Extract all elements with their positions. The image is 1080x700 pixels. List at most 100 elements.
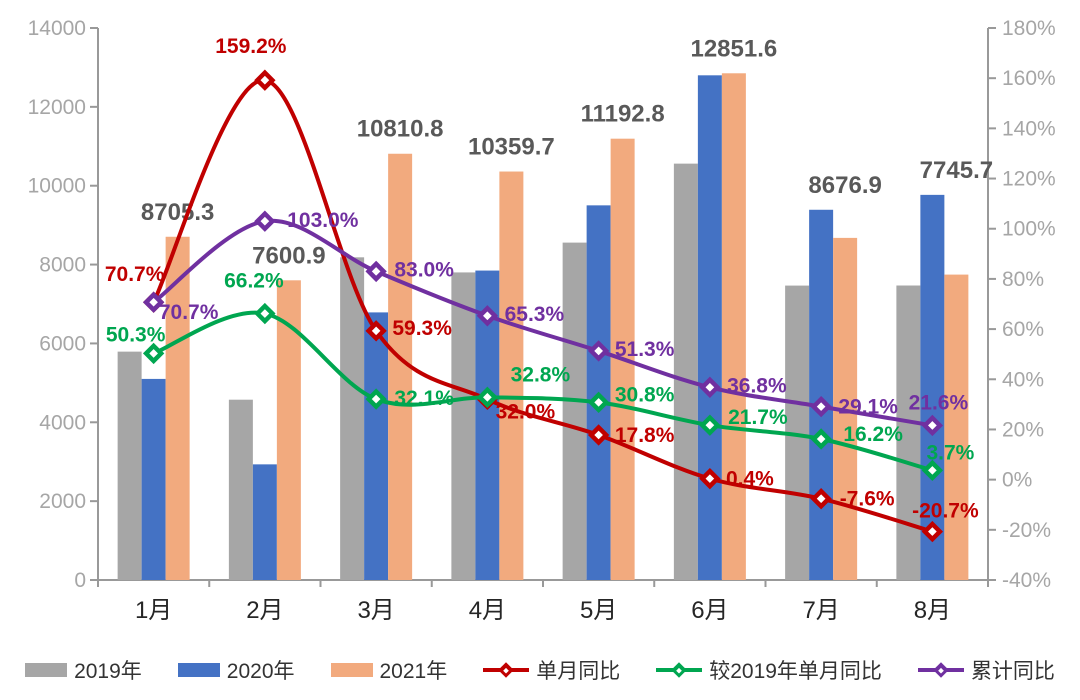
marker-vs-2019-monthly-yoy-m5 [699,414,721,436]
diamond-marker-icon [671,662,687,678]
marker-cumulative-yoy-m4 [587,340,610,362]
marker-vs-2019-monthly-yoy-m4 [587,391,610,414]
legend-line-swatch-monthly-yoy [483,662,530,678]
marker-cumulative-yoy-m7 [921,414,944,437]
left-axis-tick-label: 12000 [28,96,86,119]
bar-s1-m2 [364,312,389,580]
bar-value-label-m1: 7600.9 [252,242,325,269]
label-cumulative-yoy-m0: 70.7% [159,301,219,324]
marker-monthly-yoy-m2 [365,320,387,342]
marker-vs-2019-monthly-yoy-m0 [142,342,165,365]
marker-monthly-yoy-m4 [587,424,610,446]
right-axis-tick-label: 40% [1002,368,1044,391]
x-axis-month-label: 1月 [135,597,172,624]
legend-item-vs-2019-monthly-yoy: 较2019年单月同比 [656,655,882,685]
marker-vs-2019-monthly-yoy-m3 [476,386,499,409]
bar-s0-m5 [673,163,698,581]
diamond-marker-icon [498,662,514,678]
label-vs-2019-monthly-yoy-m2: 32.1% [394,387,454,410]
marker-vs-2019-monthly-yoy-m2 [365,388,387,410]
legend-item-2020: 2020年 [177,655,295,685]
label-monthly-yoy-m0: 70.7% [105,263,165,286]
marker-vs-2019-monthly-yoy-m1 [254,302,276,325]
left-axis-tick-label: 14000 [28,17,86,40]
diamond-marker-icon [933,662,949,678]
legend-label-2021: 2021年 [379,660,448,683]
label-cumulative-yoy-m6: 29.1% [838,396,898,419]
left-axis-tick-label: 8000 [39,254,86,277]
left-axis-tick-label: 0 [74,569,86,592]
label-monthly-yoy-m6: -7.6% [840,488,895,511]
bar-s2-m3 [499,171,524,580]
label-cumulative-yoy-m4: 51.3% [615,338,675,361]
marker-cumulative-yoy-m5 [699,376,721,398]
right-axis-tick-label: 180% [1002,17,1056,40]
label-vs-2019-monthly-yoy-m0: 50.3% [106,323,166,346]
bar-s0-m7 [896,285,921,580]
legend-label-2020: 2020年 [226,660,295,683]
legend-item-2019: 2019年 [25,655,142,685]
label-monthly-yoy-m4: 17.8% [615,424,675,447]
right-axis-tick-label: 20% [1002,418,1044,441]
bar-value-label-m4: 11192.8 [581,101,665,128]
right-axis-tick-label: -40% [1002,569,1051,592]
legend-label-2019: 2019年 [74,660,142,683]
bar-value-label-m3: 10359.7 [468,134,555,161]
bar-s2-m7 [944,274,969,580]
legend-swatch-2020 [177,663,220,677]
label-cumulative-yoy-m3: 65.3% [505,303,565,326]
marker-monthly-yoy-m1 [254,69,276,91]
bar-value-label-m7: 7745.7 [920,157,993,184]
bar-s0-m3 [451,272,476,580]
right-axis-tick-label: -20% [1002,519,1051,542]
left-axis-tick-label: 2000 [39,490,86,513]
legend-line-swatch-cumulative-yoy [917,662,964,678]
label-cumulative-yoy-m1: 103.0% [287,209,359,232]
marker-vs-2019-monthly-yoy-m7 [921,459,944,482]
legend-item-2021: 2021年 [330,655,448,685]
marker-monthly-yoy-m6 [810,488,832,510]
chart-legend: 2019年 2020年 2021年 单月同比 较2019年单月同比 累计同比 [0,650,1080,690]
marker-cumulative-yoy-m1 [254,210,276,232]
left-axis-tick-label: 6000 [39,332,86,355]
legend-swatch-2021 [330,663,373,677]
x-axis-month-label: 4月 [469,597,506,624]
bar-value-label-m0: 8705.3 [141,199,214,226]
legend-swatch-2019 [25,663,68,677]
combo-chart: 0 2000 4000 6000 8000 10000 12000 14000 -40% -20%… [28,17,1056,624]
bar-value-label-m6: 8676.9 [808,172,881,199]
legend-label-cumulative-yoy: 累计同比 [970,660,1055,683]
bar-s2-m5 [721,73,746,580]
legend-item-cumulative-yoy: 累计同比 [917,655,1055,685]
marker-monthly-yoy-m5 [699,467,721,490]
legend-label-monthly-yoy: 单月同比 [536,660,621,683]
label-monthly-yoy-m3: 32.0% [496,400,556,423]
bar-s0-m4 [562,242,587,580]
bar-s1-m0 [141,378,166,580]
right-axis-tick-label: 100% [1002,218,1056,241]
right-axis-tick-label: 140% [1002,117,1056,140]
bar-s1-m6 [809,209,834,580]
left-axis-tick-label: 10000 [28,175,86,198]
label-monthly-yoy-m1: 159.2% [215,35,287,58]
bar-s1-m1 [252,464,277,580]
label-monthly-yoy-m7: -20.7% [912,500,979,523]
label-monthly-yoy-m5: 0.4% [726,468,774,491]
label-monthly-yoy-m2: 59.3% [392,317,452,340]
label-vs-2019-monthly-yoy-m1: 66.2% [224,270,284,293]
right-axis-tick-label: 0% [1002,469,1032,492]
label-vs-2019-monthly-yoy-m5: 21.7% [728,406,788,429]
bar-s0-m0 [117,351,142,580]
label-cumulative-yoy-m7: 21.6% [909,391,969,414]
bar-s1-m5 [697,75,722,581]
right-axis-tick-label: 80% [1002,268,1044,291]
label-vs-2019-monthly-yoy-m4: 30.8% [615,383,675,406]
label-vs-2019-monthly-yoy-m6: 16.2% [843,423,903,446]
x-axis-month-label: 8月 [914,597,951,624]
marker-cumulative-yoy-m6 [810,395,832,418]
bar-s1-m7 [920,194,945,581]
marker-vs-2019-monthly-yoy-m6 [810,428,832,450]
bar-s2-m0 [165,236,190,580]
bar-value-label-m5: 12851.6 [690,35,777,62]
legend-line-swatch-vs-2019-monthly-yoy [656,662,703,678]
